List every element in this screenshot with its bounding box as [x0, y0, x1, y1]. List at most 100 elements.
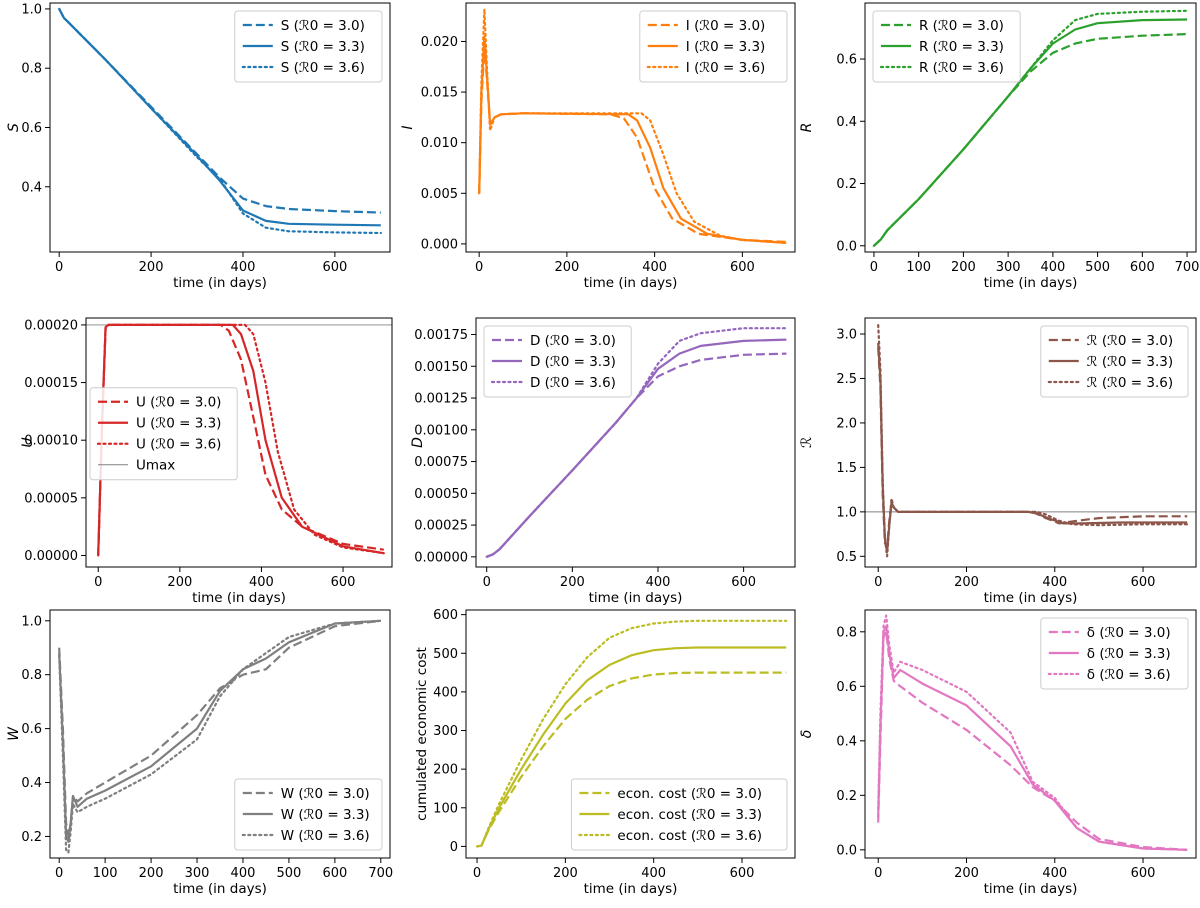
- legend-W: W (ℛ0 = 3.0) W (ℛ0 = 3.3) W (ℛ0 = 3.6): [234, 778, 383, 851]
- legend-label: W (ℛ0 = 3.3): [281, 807, 370, 823]
- legend-label: D (ℛ0 = 3.6): [530, 375, 616, 391]
- x-tick-label: 400: [642, 260, 667, 275]
- legend-S: S (ℛ0 = 3.0) S (ℛ0 = 3.3) S (ℛ0 = 3.6): [234, 10, 383, 83]
- legend-cost: econ. cost (ℛ0 = 3.0) econ. cost (ℛ0 = 3.…: [570, 778, 788, 851]
- y-tick-label: 0.4: [21, 776, 42, 791]
- x-tick-label: 200: [954, 575, 979, 590]
- y-tick-label: 0.00005: [24, 491, 78, 506]
- y-tick-label: 1.0: [21, 614, 42, 629]
- x-tick-label: 200: [954, 866, 979, 881]
- y-tick-label: 0.005: [421, 187, 458, 202]
- axes-frame-Rt: [864, 317, 1197, 568]
- y-tick-label: 0.8: [21, 62, 42, 77]
- y-tick-label: 0.00025: [414, 519, 468, 534]
- legend-label: R (ℛ0 = 3.6): [919, 60, 1004, 76]
- series-line-cost-dashed: [476, 671, 787, 848]
- x-tick-label: 0: [94, 575, 102, 590]
- x-tick-label: 0: [874, 866, 882, 881]
- chart-panel-U: 0 200 400 600 0.00000 0.00005 0.00010 0.00015 0.…: [20, 317, 393, 606]
- x-tick-label: 600: [1131, 866, 1156, 881]
- series-line-W-dashed: [58, 619, 381, 838]
- legend-label: I (ℛ0 = 3.0): [686, 18, 766, 34]
- legend-label: I (ℛ0 = 3.6): [686, 60, 766, 76]
- x-tick-label: 500: [1085, 260, 1110, 275]
- x-axis-label: time (in days): [984, 590, 1078, 606]
- y-axis-label: cumulated economic cost: [414, 647, 430, 821]
- legend-label: U (ℛ0 = 3.0): [136, 395, 221, 411]
- y-tick-label: 0.6: [21, 121, 42, 136]
- x-tick-label: 300: [185, 866, 210, 881]
- x-tick-label: 400: [231, 866, 256, 881]
- legend-label: δ (ℛ0 = 3.3): [1087, 646, 1171, 662]
- y-axis-label: W: [6, 726, 22, 741]
- x-tick-label: 0: [55, 866, 63, 881]
- legend-label: S (ℛ0 = 3.3): [281, 39, 365, 55]
- y-tick-label: 0.00075: [414, 455, 468, 470]
- y-tick-label: 1.0: [836, 505, 857, 520]
- legend-I: I (ℛ0 = 3.0) I (ℛ0 = 3.3) I (ℛ0 = 3.6): [639, 10, 788, 83]
- series-line-Rt-dotted: [877, 324, 1189, 558]
- y-tick-label: 100: [433, 801, 458, 816]
- x-tick-label: 0: [870, 260, 878, 275]
- chart-panel-D: 0 200 400 600 0.00000 0.00025 0.00050 0.00075 0.…: [410, 317, 796, 606]
- axes-frame-I: [465, 2, 796, 253]
- y-tick-label: 2.0: [836, 416, 857, 431]
- series-line-delta-dashed: [877, 630, 1188, 851]
- x-tick-label: 400: [231, 260, 256, 275]
- x-axis-label: time (in days): [584, 275, 678, 291]
- legend-label: ℛ (ℛ0 = 3.6): [1087, 375, 1173, 391]
- chart-panel-I: 0 200 400 600 0.000 0.005 0.010 0.015 0.020 time …: [400, 2, 796, 291]
- x-tick-label: 600: [322, 866, 347, 881]
- legend-label: R (ℛ0 = 3.3): [919, 39, 1004, 55]
- y-tick-label: 0.4: [21, 180, 42, 195]
- legend-label: D (ℛ0 = 3.3): [530, 354, 616, 370]
- y-tick-label: 0.00000: [24, 549, 78, 564]
- legend-R: R (ℛ0 = 3.0) R (ℛ0 = 3.3) R (ℛ0 = 3.6): [872, 10, 1021, 83]
- chart-panel-delta: 0 200 400 600 0.0 0.2 0.4 0.6 0.8 time (in days) δ…: [799, 609, 1197, 897]
- x-tick-label: 0: [55, 260, 63, 275]
- x-axis-label: time (in days): [984, 881, 1078, 897]
- x-tick-label: 100: [906, 260, 931, 275]
- x-tick-label: 200: [139, 260, 164, 275]
- x-tick-label: 600: [731, 575, 756, 590]
- legend-delta: δ (ℛ0 = 3.0) δ (ℛ0 = 3.3) δ (ℛ0 = 3.6): [1040, 617, 1189, 690]
- x-tick-label: 0: [473, 866, 481, 881]
- y-tick-label: 1.0: [21, 2, 42, 17]
- x-tick-label: 0: [874, 575, 882, 590]
- y-tick-label: 0.0: [836, 239, 857, 254]
- series-line-I-dotted: [478, 8, 788, 244]
- y-tick-label: 0.8: [21, 668, 42, 683]
- chart-panel-Rt: 0 200 400 600 0.5 1.0 1.5 2.0 2.5 3.0 time (in day…: [799, 317, 1197, 606]
- chart-panel-S: 0 200 400 600 0.4 0.6 0.8 1.0 time (in days) S S (…: [6, 2, 391, 291]
- x-tick-label: 400: [1040, 260, 1065, 275]
- x-axis-label: time (in days): [192, 590, 286, 606]
- axes-frame-cost: [465, 609, 796, 859]
- y-tick-label: 3.0: [836, 328, 857, 343]
- axes-frame-delta: [864, 609, 1197, 859]
- legend-label: R (ℛ0 = 3.0): [919, 18, 1004, 34]
- y-tick-label: 0.6: [21, 722, 42, 737]
- y-tick-label: 0: [450, 840, 458, 855]
- x-tick-label: 600: [322, 260, 347, 275]
- x-tick-label: 600: [331, 575, 356, 590]
- y-axis-label: ℛ: [799, 437, 815, 448]
- legend-label: δ (ℛ0 = 3.0): [1087, 625, 1171, 641]
- x-tick-label: 200: [167, 575, 192, 590]
- axes-frame-D: [475, 317, 796, 568]
- x-tick-label: 700: [368, 866, 393, 881]
- y-tick-label: 0.015: [421, 86, 458, 101]
- series-line-S-solid: [58, 8, 381, 227]
- x-tick-label: 200: [139, 866, 164, 881]
- chart-panel-cost: 0 200 400 600 0 100 200 300 400 500 600 time (in da…: [414, 608, 796, 897]
- y-tick-label: 0.000: [421, 237, 458, 252]
- axes-frame-W: [49, 609, 391, 859]
- x-tick-label: 100: [93, 866, 118, 881]
- series-line-delta-dotted: [877, 614, 1189, 851]
- y-tick-label: 0.0: [836, 843, 857, 858]
- x-tick-label: 600: [730, 866, 755, 881]
- series-line-W-dotted: [58, 619, 382, 854]
- legend-label: W (ℛ0 = 3.0): [281, 786, 370, 802]
- y-tick-label: 0.5: [836, 550, 857, 565]
- legend-U: U (ℛ0 = 3.0) U (ℛ0 = 3.3) U (ℛ0 = 3.6) Umax: [89, 387, 238, 481]
